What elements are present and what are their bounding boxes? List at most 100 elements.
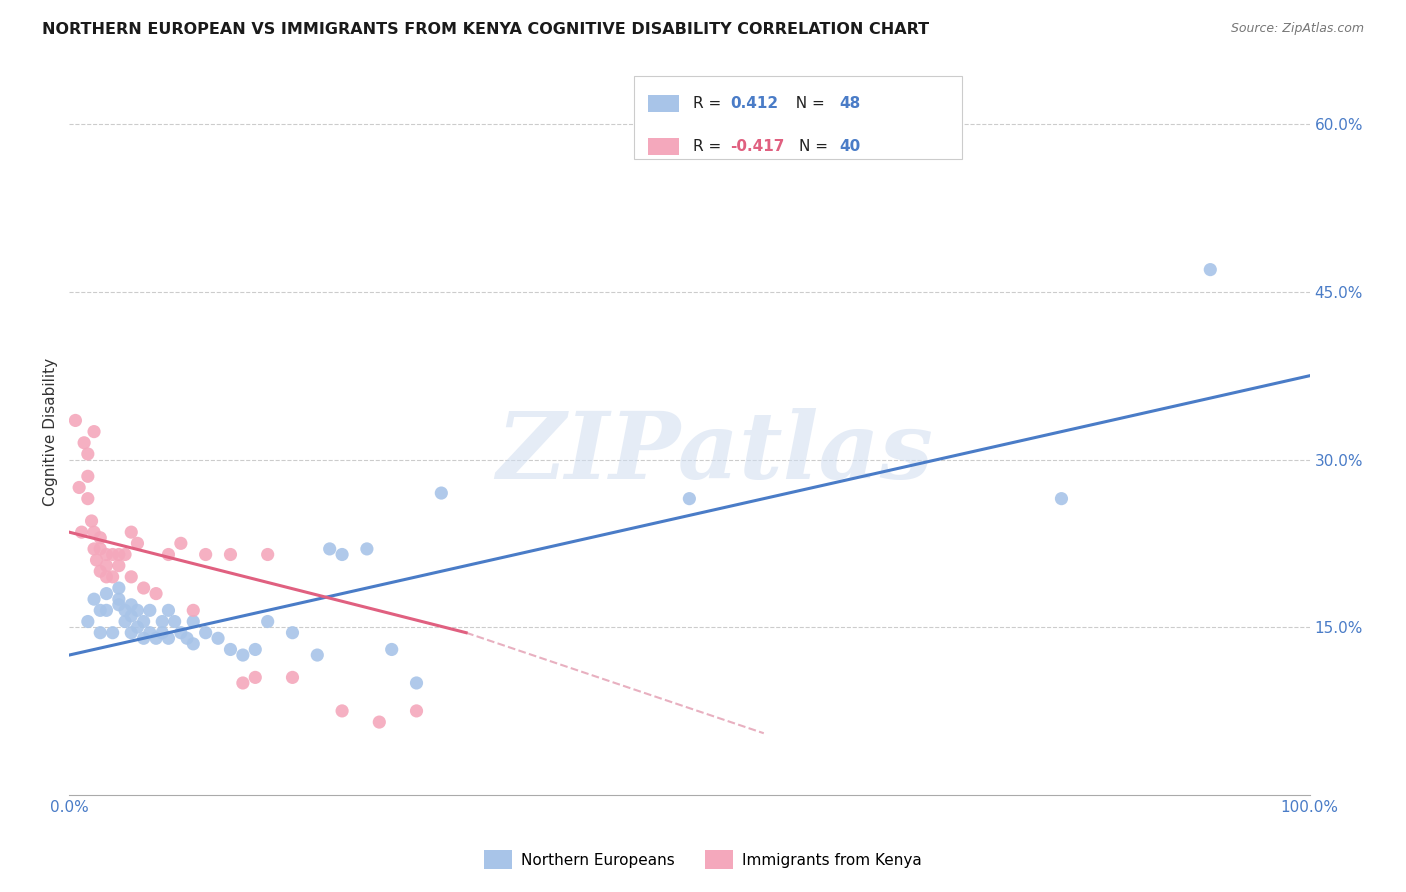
FancyBboxPatch shape [648,137,679,155]
Text: N =: N = [786,95,830,111]
Point [232,648,254,662]
Point [181,603,204,617]
Point [256,548,278,562]
Point [96,558,118,573]
Text: NORTHERN EUROPEAN VS IMMIGRANTS FROM KENYA COGNITIVE DISABILITY CORRELATION CHAR: NORTHERN EUROPEAN VS IMMIGRANTS FROM KEN… [42,22,929,37]
Point [245,642,267,657]
Text: 40: 40 [839,139,860,153]
Point [318,541,340,556]
Point [80,514,103,528]
Point [120,598,142,612]
Point [157,548,180,562]
Point [89,541,111,556]
Point [194,625,217,640]
Point [108,548,131,562]
Point [256,615,278,629]
Point [132,632,155,646]
Point [132,581,155,595]
Point [89,564,111,578]
Point [181,637,204,651]
Point [157,632,180,646]
Point [1199,262,1222,277]
Text: 0.412: 0.412 [730,95,779,111]
Point [83,525,105,540]
Point [150,615,173,629]
Point [145,632,167,646]
Point [356,541,378,556]
Point [76,491,98,506]
FancyBboxPatch shape [634,76,962,160]
Point [181,615,204,629]
Point [127,536,149,550]
Point [330,704,353,718]
Point [76,615,98,629]
Text: Source: ZipAtlas.com: Source: ZipAtlas.com [1230,22,1364,36]
Point [150,625,173,640]
Point [120,525,142,540]
Point [381,642,404,657]
Point [76,469,98,483]
Point [101,548,124,562]
Point [281,670,304,684]
Point [170,536,193,550]
Point [89,625,111,640]
Point [83,541,105,556]
Point [67,480,90,494]
Text: ZIPatlas: ZIPatlas [496,409,932,499]
Point [120,570,142,584]
Point [96,570,118,584]
Text: -0.417: -0.417 [730,139,785,153]
Point [89,531,111,545]
Point [114,603,136,617]
Point [219,548,242,562]
Point [89,603,111,617]
Point [96,603,118,617]
Point [232,676,254,690]
Point [219,642,242,657]
Point [330,548,353,562]
Point [108,581,131,595]
Point [114,615,136,629]
Point [281,625,304,640]
Point [120,625,142,640]
Legend: Northern Europeans, Immigrants from Kenya: Northern Europeans, Immigrants from Keny… [478,844,928,875]
Text: R =: R = [693,95,727,111]
Point [76,447,98,461]
Point [120,609,142,624]
Point [368,715,391,730]
Text: 48: 48 [839,95,860,111]
Point [83,592,105,607]
Y-axis label: Cognitive Disability: Cognitive Disability [44,358,58,506]
Point [114,548,136,562]
Point [132,615,155,629]
Point [101,570,124,584]
Point [96,586,118,600]
Point [405,704,427,718]
Text: R =: R = [693,139,727,153]
Point [108,598,131,612]
Point [86,553,108,567]
Point [139,603,162,617]
Point [307,648,329,662]
Point [194,548,217,562]
Point [127,603,149,617]
Point [176,632,198,646]
Point [108,558,131,573]
Point [163,615,186,629]
Text: N =: N = [799,139,832,153]
FancyBboxPatch shape [648,95,679,112]
Point [127,620,149,634]
Point [157,603,180,617]
Point [405,676,427,690]
Point [207,632,229,646]
Point [96,548,118,562]
Point [245,670,267,684]
Point [101,625,124,640]
Point [430,486,453,500]
Point [108,592,131,607]
Point [70,525,93,540]
Point [145,586,167,600]
Point [1050,491,1073,506]
Point [678,491,700,506]
Point [170,625,193,640]
